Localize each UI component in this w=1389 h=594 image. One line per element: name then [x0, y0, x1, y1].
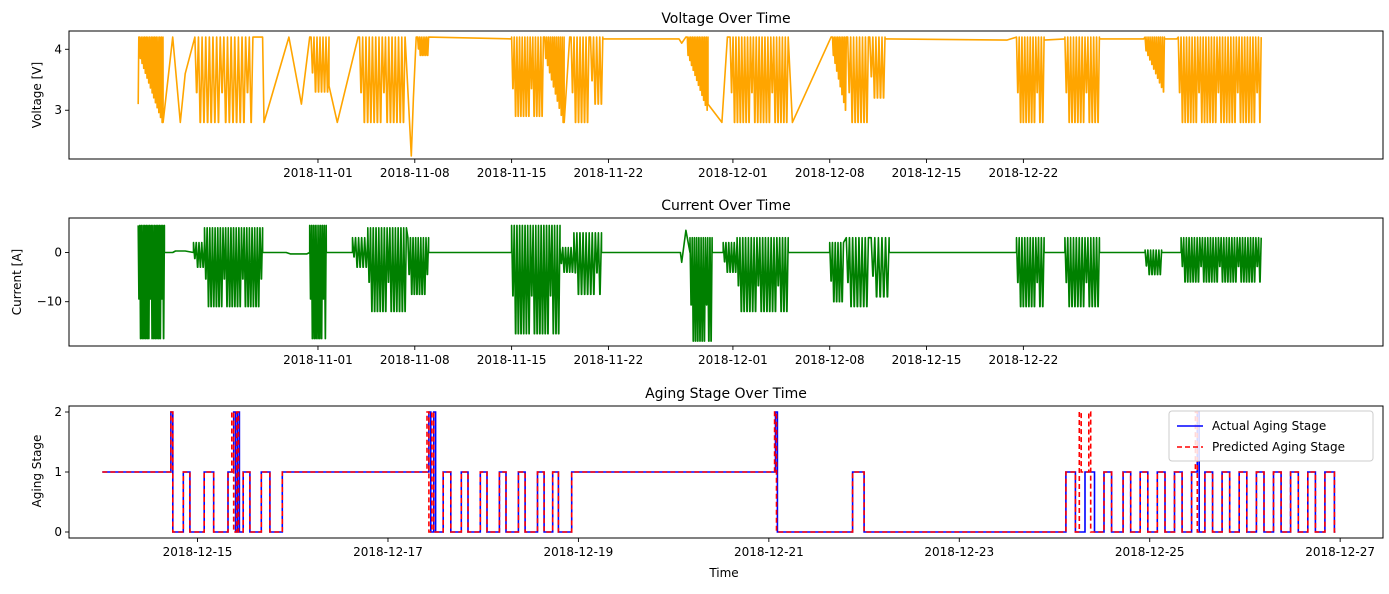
aging-series	[102, 411, 1336, 533]
voltage-plot-frame	[68, 30, 1384, 160]
current-series	[137, 224, 1262, 342]
aging-x-tick-label: 2018-12-15	[163, 545, 233, 559]
voltage-y-tick-label: 4	[54, 42, 62, 56]
current-plot-frame	[68, 217, 1384, 347]
aging-x-tick-label: 2018-12-23	[924, 545, 994, 559]
current-y-tick-label: 0	[54, 245, 62, 259]
current-x-tick-label: 2018-12-01	[698, 353, 768, 367]
current-x-tick-label: 2018-11-01	[283, 353, 353, 367]
aging-axes: 2018-12-15 2018-12-17 2018-12-19 2018-12-21…	[54, 405, 1375, 559]
voltage-x-tick-label: 2018-11-22	[574, 166, 644, 180]
legend-label-actual: Actual Aging Stage	[1212, 419, 1326, 433]
current-series-line	[137, 224, 1262, 342]
aging-y-tick-label: 2	[54, 405, 62, 419]
legend: Actual Aging Stage Predicted Aging Stage	[1168, 410, 1374, 462]
aging-x-tick-label: 2018-12-19	[544, 545, 614, 559]
current-x-tick-label: 2018-12-08	[795, 353, 865, 367]
current-axes: 2018-11-01 2018-11-08 2018-11-15 2018-11-22…	[37, 245, 1059, 367]
voltage-panel: Voltage Over Time Voltage [V] 2018-11-01…	[30, 11, 1384, 180]
current-y-axis-label: Current [A]	[10, 249, 24, 315]
aging-x-axis-label: Time	[708, 566, 738, 580]
aging-y-tick-label: 1	[54, 465, 62, 479]
aging-x-tick-label: 2018-12-21	[734, 545, 804, 559]
voltage-x-tick-label: 2018-12-22	[989, 166, 1059, 180]
current-chart-title: Current Over Time	[661, 198, 790, 214]
voltage-x-tick-label: 2018-11-01	[283, 166, 353, 180]
current-x-tick-label: 2018-11-22	[574, 353, 644, 367]
voltage-x-tick-label: 2018-12-08	[795, 166, 865, 180]
voltage-x-tick-label: 2018-12-01	[698, 166, 768, 180]
voltage-series-line	[137, 36, 1262, 157]
voltage-chart-title: Voltage Over Time	[661, 11, 790, 27]
voltage-y-tick-label: 3	[54, 103, 62, 117]
aging-panel: Aging Stage Over Time Aging Stage Time 2…	[30, 386, 1384, 580]
voltage-axes: 2018-11-01 2018-11-08 2018-11-15 2018-11-22…	[54, 42, 1058, 180]
legend-box	[1168, 410, 1374, 462]
voltage-series	[137, 36, 1262, 157]
voltage-x-tick-label: 2018-11-08	[380, 166, 450, 180]
aging-x-tick-label: 2018-12-17	[353, 545, 423, 559]
aging-chart-title: Aging Stage Over Time	[645, 386, 807, 402]
current-y-tick-label: −10	[37, 295, 62, 309]
current-x-tick-label: 2018-12-15	[892, 353, 962, 367]
current-x-tick-label: 2018-11-08	[380, 353, 450, 367]
aging-plot-frame	[68, 405, 1384, 539]
predicted-aging-stage-line	[102, 411, 1336, 533]
current-x-tick-label: 2018-11-15	[477, 353, 547, 367]
aging-y-tick-label: 0	[54, 525, 62, 539]
voltage-x-tick-label: 2018-11-15	[477, 166, 547, 180]
aging-y-axis-label: Aging Stage	[30, 435, 44, 508]
aging-x-tick-label: 2018-12-27	[1305, 545, 1375, 559]
legend-label-predicted: Predicted Aging Stage	[1212, 440, 1345, 454]
aging-x-tick-label: 2018-12-25	[1115, 545, 1185, 559]
voltage-x-tick-label: 2018-12-15	[892, 166, 962, 180]
current-panel: Current Over Time Current [A] 2018-11-01…	[10, 198, 1384, 367]
voltage-y-axis-label: Voltage [V]	[30, 62, 44, 128]
current-x-tick-label: 2018-12-22	[989, 353, 1059, 367]
